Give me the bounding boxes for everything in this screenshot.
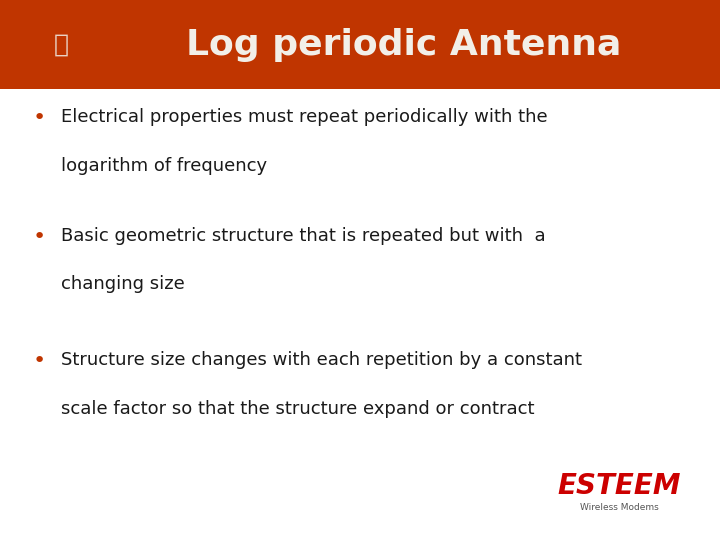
Text: Log periodic Antenna: Log periodic Antenna bbox=[186, 28, 621, 62]
Text: 📖: 📖 bbox=[54, 32, 68, 56]
Text: logarithm of frequency: logarithm of frequency bbox=[61, 157, 267, 174]
Bar bbox=[0, 0, 720, 89]
Text: •: • bbox=[33, 227, 46, 247]
Text: ESTEEM: ESTEEM bbox=[557, 472, 681, 500]
Text: Electrical properties must repeat periodically with the: Electrical properties must repeat period… bbox=[61, 108, 548, 126]
Text: Basic geometric structure that is repeated but with  a: Basic geometric structure that is repeat… bbox=[61, 227, 546, 245]
Text: •: • bbox=[33, 108, 46, 128]
Text: Wireless Modems: Wireless Modems bbox=[580, 503, 659, 512]
Text: scale factor so that the structure expand or contract: scale factor so that the structure expan… bbox=[61, 400, 535, 417]
Text: •: • bbox=[33, 351, 46, 371]
Text: changing size: changing size bbox=[61, 275, 185, 293]
Text: Structure size changes with each repetition by a constant: Structure size changes with each repetit… bbox=[61, 351, 582, 369]
